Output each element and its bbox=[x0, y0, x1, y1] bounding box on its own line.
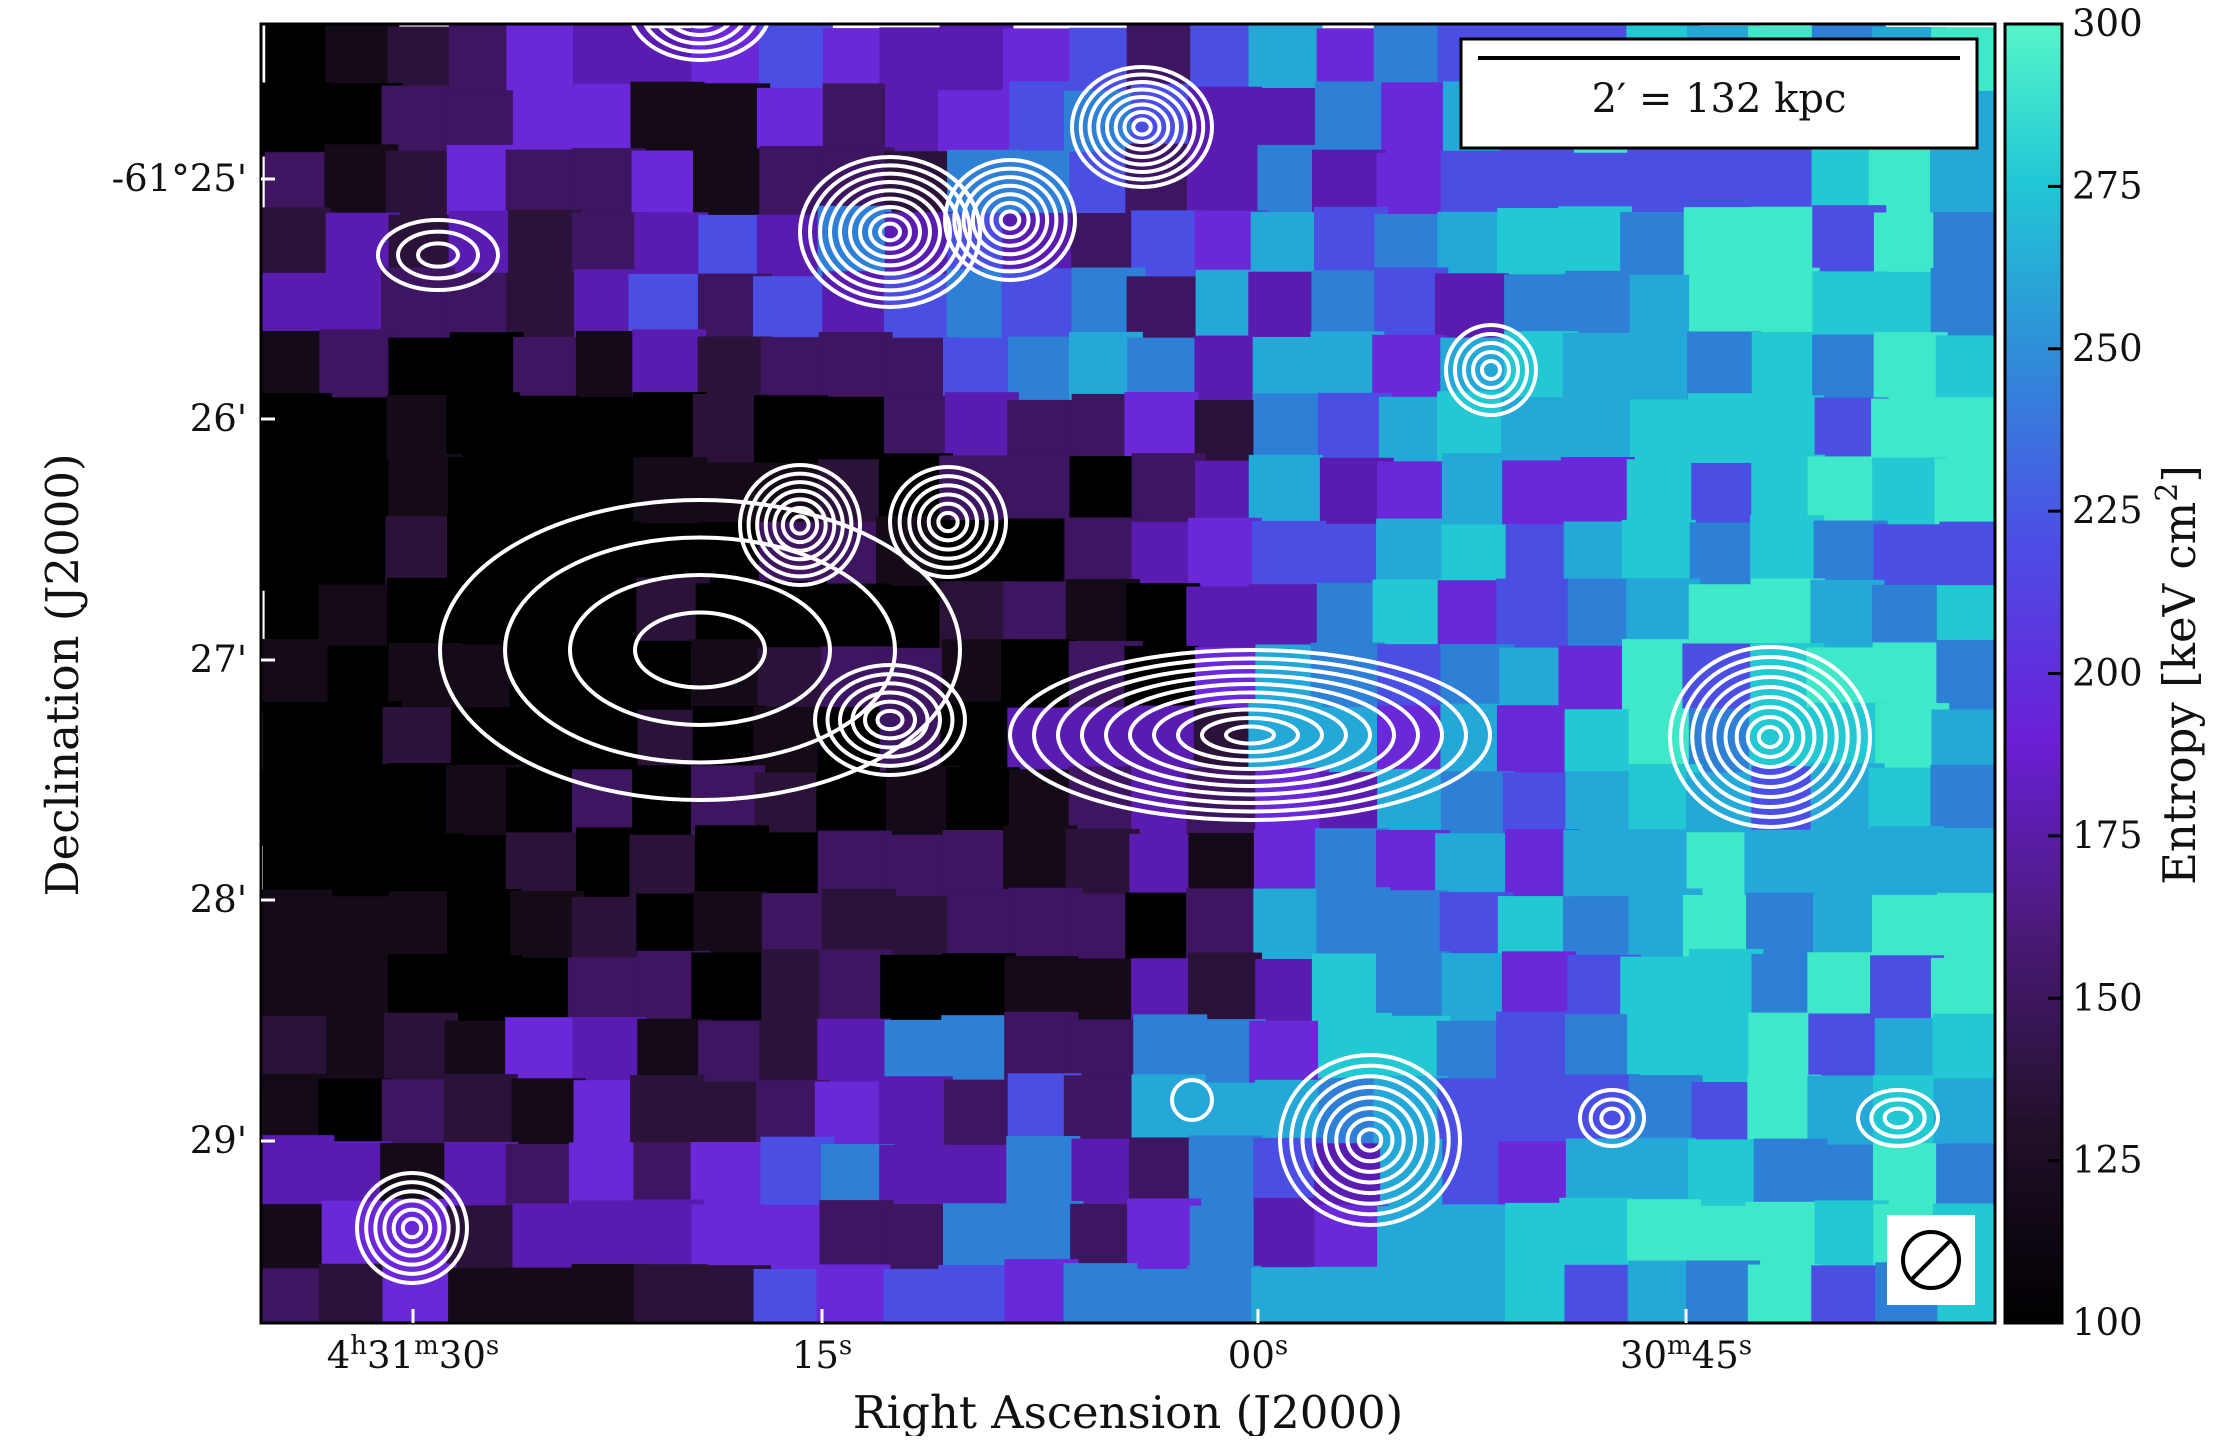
y-axis-label: Declination (J2000) bbox=[36, 453, 89, 896]
map-cell bbox=[1496, 579, 1570, 653]
tick-number: 45 bbox=[1692, 1334, 1739, 1377]
x-tick-label: 00s bbox=[1228, 1331, 1288, 1377]
tick-number: 00 bbox=[1228, 1334, 1275, 1377]
x-tick-label: 15s bbox=[792, 1331, 852, 1377]
colorbar-tick-label: 200 bbox=[2072, 652, 2143, 695]
map-cell bbox=[1187, 143, 1261, 217]
map-cell bbox=[1565, 391, 1639, 465]
map-cell bbox=[1063, 1263, 1137, 1337]
y-tick-label: 28' bbox=[190, 878, 247, 921]
map-cell bbox=[1744, 830, 1818, 904]
tick-number: 31 bbox=[367, 1334, 414, 1377]
tick-unit: m bbox=[414, 1331, 439, 1361]
map-cell bbox=[634, 1264, 708, 1338]
map-cell bbox=[754, 395, 828, 469]
x-tick-label: 30m45s bbox=[1620, 1331, 1752, 1377]
map-cell bbox=[508, 210, 582, 284]
colorbar-tick-label: 125 bbox=[2072, 1139, 2143, 1182]
map-cell bbox=[1940, 522, 2014, 596]
tick-unit: s bbox=[486, 1331, 499, 1361]
map-cell bbox=[257, 207, 331, 281]
map-cell bbox=[938, 1265, 1012, 1339]
x-axis-label: Right Ascension (J2000) bbox=[853, 1386, 1403, 1436]
figure: 2′ = 132 kpc Right Ascension (J2000) Dec… bbox=[0, 0, 2224, 1436]
map-cell bbox=[1811, 1265, 1885, 1339]
tick-unit: s bbox=[1275, 1331, 1288, 1361]
map-cell bbox=[447, 889, 521, 963]
tick-unit: s bbox=[1739, 1331, 1752, 1361]
map-cell bbox=[1253, 889, 1327, 963]
map-cell bbox=[1189, 1135, 1263, 1209]
map-cell bbox=[879, 1076, 953, 1150]
scale-text: 2′ = 132 kpc bbox=[1592, 76, 1847, 122]
map-cell bbox=[691, 639, 765, 713]
map-cell bbox=[1746, 268, 1820, 342]
map-cell bbox=[630, 82, 704, 156]
map-cell bbox=[1132, 453, 1206, 527]
colorbar-tick-label: 100 bbox=[2072, 1301, 2143, 1344]
colorbar-tick-label: 250 bbox=[2072, 327, 2143, 370]
map-cell bbox=[506, 23, 580, 97]
tick-unit: s bbox=[839, 1331, 852, 1361]
scale-bar: 2′ = 132 kpc bbox=[1461, 39, 1977, 148]
y-tick-label: 27' bbox=[190, 638, 247, 681]
map-cell bbox=[1187, 1265, 1261, 1339]
map-cell bbox=[693, 148, 767, 222]
map-cell bbox=[1565, 1265, 1639, 1339]
map-cell bbox=[1748, 1265, 1822, 1339]
map-cell bbox=[1937, 893, 2011, 967]
map-cell bbox=[1750, 515, 1824, 589]
tick-number: 4 bbox=[327, 1334, 351, 1377]
tick-number: 15 bbox=[792, 1334, 839, 1377]
map-cell bbox=[1496, 1012, 1570, 1086]
colorbar-label-text: Entropy [keV cm bbox=[2153, 502, 2206, 885]
colorbar-tick-label: 175 bbox=[2072, 814, 2143, 857]
y-tick-label: -61°25' bbox=[112, 157, 247, 200]
tick-number: 30 bbox=[1620, 1334, 1667, 1377]
colorbar-label-sup: 2 bbox=[2150, 483, 2185, 502]
colorbar-tick-label: 300 bbox=[2072, 2, 2143, 45]
map-cell bbox=[691, 952, 765, 1026]
map-cell bbox=[754, 1269, 828, 1343]
map-cell bbox=[1188, 518, 1262, 592]
map-cell bbox=[819, 332, 893, 406]
contour bbox=[688, 2, 711, 19]
map-cell bbox=[1373, 579, 1447, 653]
map-cell bbox=[258, 393, 332, 467]
map-cell bbox=[444, 1074, 518, 1148]
map-cell bbox=[260, 83, 334, 157]
map-cell bbox=[1315, 81, 1389, 155]
tick-number: 30 bbox=[439, 1334, 486, 1377]
beam bbox=[1887, 1215, 1975, 1305]
map-cell bbox=[1938, 828, 2012, 902]
map-cell bbox=[1936, 640, 2010, 714]
map-cell bbox=[633, 457, 707, 531]
map-cell bbox=[257, 517, 331, 591]
map-cell bbox=[1006, 1136, 1080, 1210]
map-cell bbox=[817, 1264, 891, 1338]
map-cell bbox=[1934, 459, 2008, 533]
map-cell bbox=[1249, 23, 1323, 97]
tick-unit: h bbox=[350, 1331, 367, 1361]
x-tick-label: 4h31m30s bbox=[327, 1331, 499, 1377]
colorbar-tick-label: 225 bbox=[2072, 489, 2143, 532]
map-cell bbox=[1497, 705, 1571, 779]
colorbar-label: Entropy [keV cm2] bbox=[2150, 465, 2206, 885]
colorbar-tick-label: 150 bbox=[2072, 976, 2143, 1019]
colorbar-label-end: ] bbox=[2153, 465, 2206, 483]
map-cell bbox=[319, 330, 393, 404]
tick-unit: m bbox=[1667, 1331, 1692, 1361]
map-cell bbox=[820, 1200, 894, 1274]
map-cell bbox=[630, 1075, 704, 1149]
map-cell bbox=[1310, 1267, 1384, 1341]
page: 2′ = 132 kpc Right Ascension (J2000) Dec… bbox=[0, 0, 2224, 1440]
map-cell bbox=[1186, 888, 1260, 962]
y-tick-label: 26' bbox=[190, 397, 247, 440]
map-cell bbox=[1252, 521, 1326, 595]
map-cell bbox=[1249, 455, 1323, 529]
map-cell bbox=[504, 1268, 578, 1342]
map-cell bbox=[1930, 143, 2004, 217]
colorbar-tick-label: 275 bbox=[2072, 164, 2143, 207]
y-tick-label: 29' bbox=[190, 1119, 247, 1162]
